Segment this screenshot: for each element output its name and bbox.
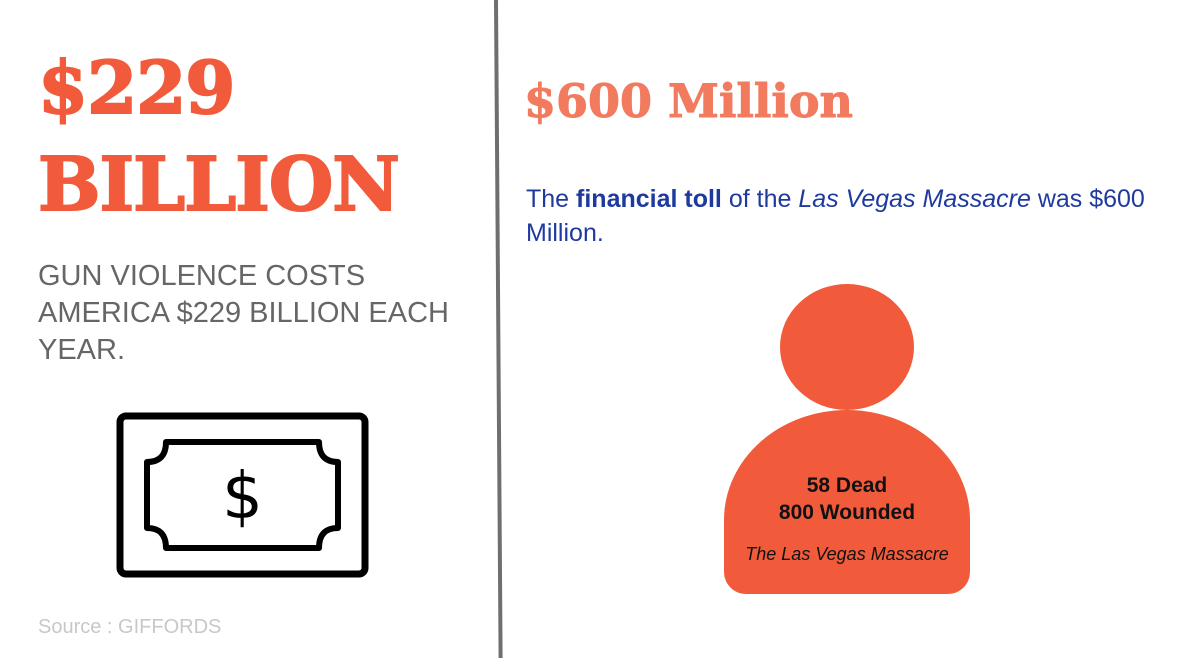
dollar-sign: $ [222,460,263,534]
source-credit: Source : GIFFORDS [38,616,222,638]
headline-amount: $229 [37,45,236,130]
toll-text-part1: The [526,185,577,213]
vegas-cost-headline: $600 Million [524,74,854,128]
massacre-caption: The Las Vegas Massacre [745,544,949,564]
wounded-count: 800 Wounded [778,501,916,524]
toll-text-bold: financial toll [576,185,722,213]
casualty-stats: 58 Dead 800 Wounded [724,472,970,526]
financial-toll-text: The financial toll of the Las Vegas Mass… [526,182,1171,250]
toll-text-italic: Las Vegas Massacre [798,185,1031,213]
toll-text-part3: was $600 Million. [526,185,1145,247]
dollar-bill-icon: $ [116,412,369,578]
headline-unit: BILLION [37,142,401,228]
toll-text-part2: of the [721,185,799,213]
dead-count: 58 Dead [806,474,888,497]
column-divider [494,0,503,658]
person-body [724,410,970,594]
person-silhouette-icon: 58 Dead 800 Wounded The Las Vegas Massac… [724,284,970,594]
person-head [780,284,914,410]
cost-description: GUN VIOLENCE COSTS AMERICA $229 BILLION … [38,260,449,366]
